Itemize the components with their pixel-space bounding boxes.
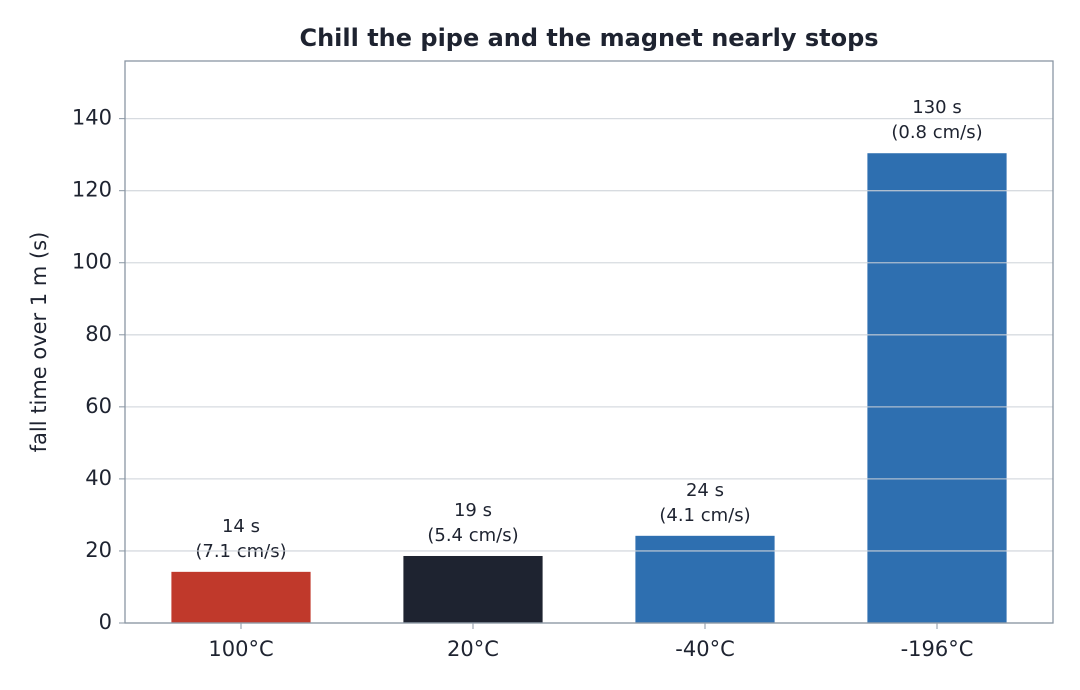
y-tick-label: 140 <box>72 106 112 130</box>
y-tick-label: 20 <box>85 538 112 562</box>
bar <box>171 571 311 623</box>
chart-title: Chill the pipe and the magnet nearly sto… <box>299 24 878 52</box>
bar <box>403 555 543 623</box>
y-tick-label: 100 <box>72 250 112 274</box>
value-label: (5.4 cm/s) <box>427 525 518 546</box>
value-label: (4.1 cm/s) <box>659 505 750 526</box>
x-tick-label: 20°C <box>447 637 499 661</box>
x-tick-label: -40°C <box>675 637 734 661</box>
plot-frame <box>124 60 1054 624</box>
value-label: 19 s <box>454 500 492 521</box>
y-tick-label: 80 <box>85 322 112 346</box>
x-tick-label: -196°C <box>901 637 974 661</box>
y-tick-label: 120 <box>72 178 112 202</box>
value-label: 14 s <box>222 516 260 537</box>
bar <box>635 535 775 623</box>
value-label: 130 s <box>912 97 961 118</box>
y-tick-label: 0 <box>99 610 112 634</box>
y-axis-label: fall time over 1 m (s) <box>27 232 51 453</box>
x-tick-label: 100°C <box>208 637 273 661</box>
y-tick-label: 40 <box>85 466 112 490</box>
value-label: 24 s <box>686 480 724 501</box>
y-tick-label: 60 <box>85 394 112 418</box>
bar <box>867 153 1007 623</box>
value-label: (0.8 cm/s) <box>891 122 982 143</box>
